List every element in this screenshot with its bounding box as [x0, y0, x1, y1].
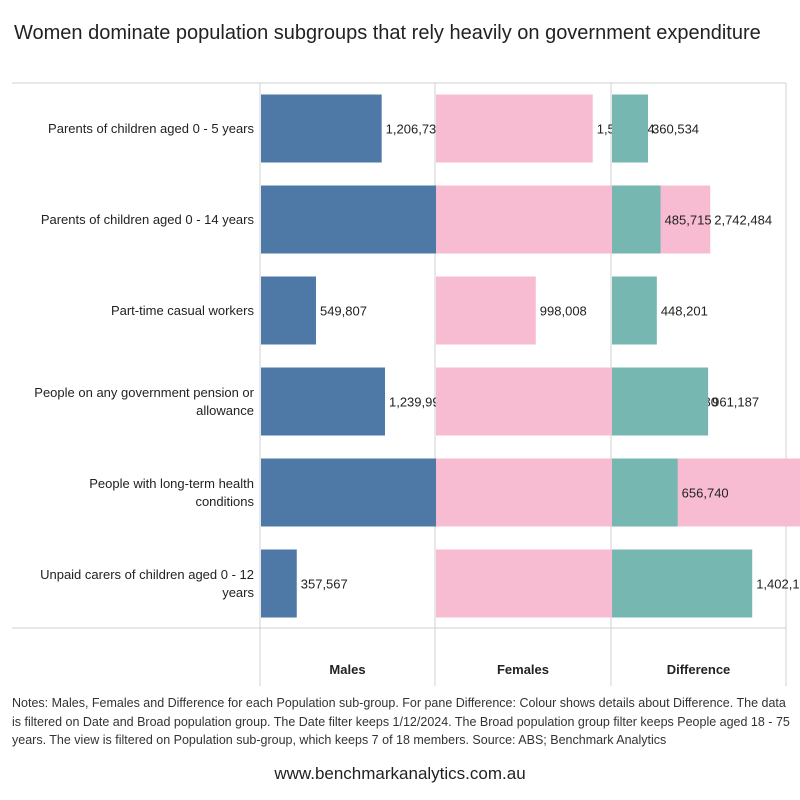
pane-label-males: Males: [329, 662, 365, 677]
males-value-label: 549,807: [320, 304, 367, 319]
females-bar: [436, 94, 593, 163]
females-value-label: 2,742,484: [714, 213, 772, 228]
difference-bar: [612, 549, 753, 618]
footer-website: www.benchmarkanalytics.com.au: [274, 764, 526, 783]
chart-notes: Notes: Males, Females and Difference for…: [12, 696, 790, 747]
category-label: Part-time casual workers: [111, 303, 255, 318]
category-label-line: years: [222, 585, 254, 600]
males-bar: [261, 276, 316, 345]
difference-value-label: 485,715: [665, 213, 712, 228]
females-bar: [436, 185, 711, 254]
pane-label-difference: Difference: [667, 662, 731, 677]
difference-value-label: 656,740: [682, 486, 729, 501]
females-bar: [436, 549, 612, 618]
category-label: Unpaid carers of children aged 0 - 12 yea…: [40, 567, 254, 600]
category-label: People with long-term health conditions: [89, 476, 254, 509]
difference-bar: [612, 185, 661, 254]
difference-bar: [612, 458, 678, 527]
difference-value-label: 961,187: [712, 395, 759, 410]
difference-bar: [612, 94, 649, 163]
category-label-line: Parents of children aged 0 - 14 years: [41, 212, 255, 227]
males-value-label: 1,239,993: [389, 395, 447, 410]
category-label-line: People on any government pension or: [34, 385, 254, 400]
difference-bar: [612, 367, 709, 436]
pane-label-females: Females: [497, 662, 549, 677]
chart-canvas: Parents of children aged 0 - 5 years Pare…: [12, 82, 800, 686]
category-label: Parents of children aged 0 - 14 years: [41, 212, 255, 227]
difference-value-label: 1,402,181: [756, 577, 800, 592]
males-bar: [261, 94, 382, 163]
males-bar: [261, 367, 385, 436]
category-label: People on any government pension or allow…: [34, 385, 254, 418]
females-value-label: 998,008: [540, 304, 587, 319]
category-label-line: conditions: [195, 494, 254, 509]
chart-title: Women dominate population subgroups that…: [14, 22, 761, 44]
category-label-line: Parents of children aged 0 - 5 years: [48, 121, 254, 136]
category-label: Parents of children aged 0 - 5 years: [48, 121, 254, 136]
difference-bar: [612, 276, 657, 345]
category-label-line: People with long-term health: [89, 476, 254, 491]
males-value-label: 357,567: [301, 577, 348, 592]
category-label-line: allowance: [196, 403, 254, 418]
difference-value-label: 448,201: [661, 304, 708, 319]
category-label-line: Part-time casual workers: [111, 303, 255, 318]
males-value-label: 1,206,730: [386, 122, 444, 137]
females-bar: [436, 276, 536, 345]
difference-value-label: 360,534: [652, 122, 699, 137]
category-label-line: Unpaid carers of children aged 0 - 12: [40, 567, 254, 582]
males-bar: [261, 549, 297, 618]
